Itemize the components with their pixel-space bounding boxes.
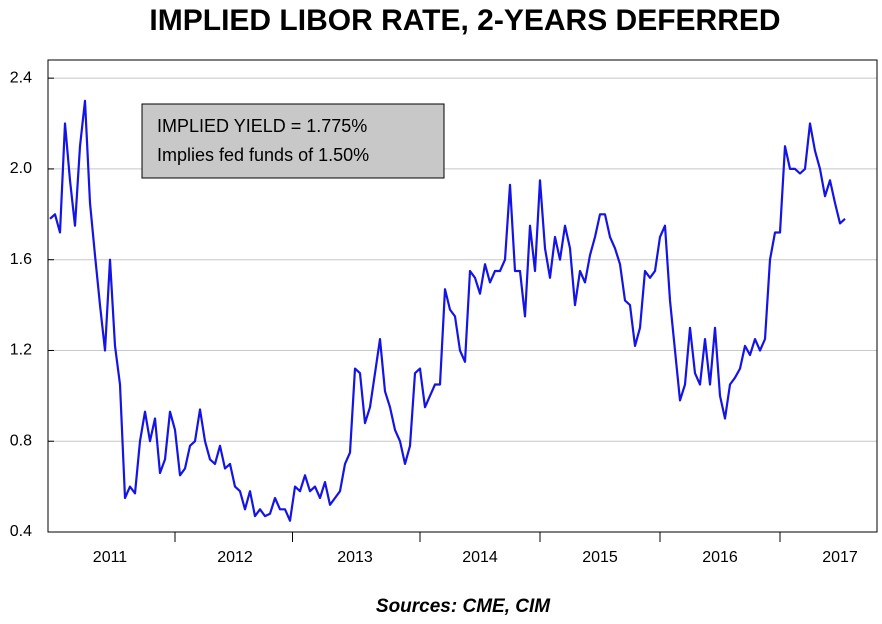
x-tick-label: 2017 bbox=[822, 549, 858, 566]
x-tick-label: 2015 bbox=[582, 549, 618, 566]
x-tick-label: 2013 bbox=[337, 549, 373, 566]
source: Sources: CME, CIM bbox=[376, 596, 551, 617]
x-tick-label: 2016 bbox=[702, 549, 738, 566]
y-tick-label: 2.4 bbox=[10, 69, 32, 86]
x-tick-label: 2011 bbox=[93, 549, 128, 566]
annotation-box bbox=[141, 103, 445, 179]
y-tick-label: 1.6 bbox=[10, 251, 32, 268]
annotation: IMPLIED YIELD = 1.775% bbox=[157, 116, 367, 136]
x-tick-label: 2012 bbox=[217, 549, 253, 566]
y-tick-label: 2.0 bbox=[10, 160, 32, 177]
y-tick-label: 1.2 bbox=[10, 342, 32, 359]
annotation: Implies fed funds of 1.50% bbox=[157, 145, 369, 165]
data-line bbox=[49, 99, 846, 522]
y-tick-label: 0.4 bbox=[10, 523, 32, 540]
chart-title: IMPLIED LIBOR RATE, 2-YEARS DEFERRED bbox=[149, 4, 780, 37]
x-tick-label: 2014 bbox=[462, 549, 498, 566]
plot-frame bbox=[47, 59, 878, 533]
y-tick-label: 0.8 bbox=[10, 432, 32, 449]
